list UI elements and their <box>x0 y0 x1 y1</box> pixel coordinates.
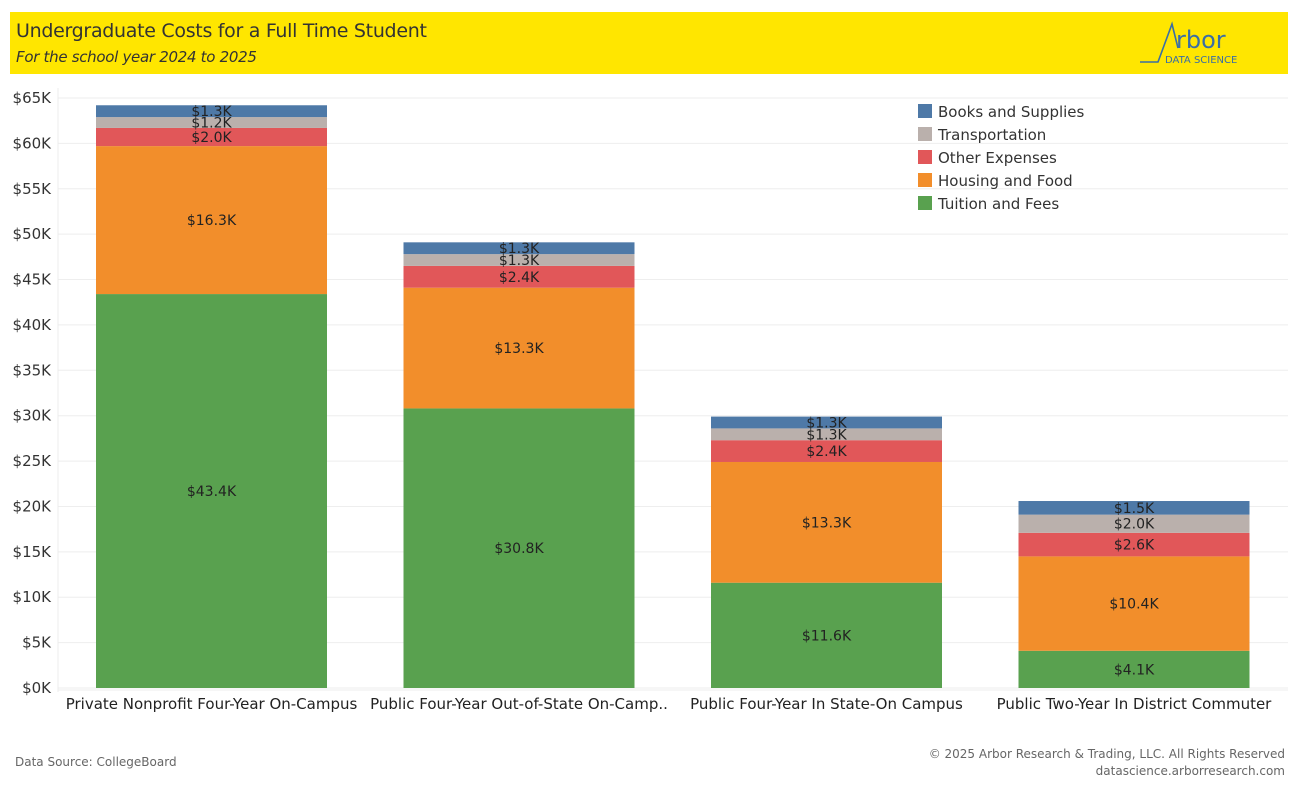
bar-segment <box>711 440 942 462</box>
legend-item: Books and Supplies <box>918 103 1085 121</box>
copyright-block: © 2025 Arbor Research & Trading, LLC. Al… <box>929 746 1285 780</box>
bars: $43.4K$16.3K$2.0K$1.2K$1.3K$30.8K$13.3K$… <box>96 104 1250 688</box>
x-tick-label: Public Four-Year In State-On Campus <box>690 695 963 713</box>
y-tick-label: $65K <box>13 89 53 107</box>
y-tick-label: $0K <box>22 679 52 697</box>
bar-segment <box>96 117 327 128</box>
bar-segment <box>711 416 942 429</box>
data-label: $1.2K <box>191 116 232 132</box>
website-text: datascience.arborresearch.com <box>1095 764 1285 778</box>
data-label: $16.3K <box>187 213 237 229</box>
legend-label: Books and Supplies <box>938 103 1085 121</box>
page-subtitle: For the school year 2024 to 2025 <box>16 48 257 66</box>
data-label: $10.4K <box>1109 597 1159 613</box>
y-axis: $0K $5K $10K $15K $20K $25K $30K $35K $40K $45K $5… <box>13 88 59 697</box>
header-banner: Undergraduate Costs for a Full Time Stud… <box>10 12 1288 74</box>
logo-peak-icon <box>1140 21 1179 63</box>
y-tick-label: $25K <box>13 452 53 470</box>
y-tick-label: $55K <box>13 180 53 198</box>
bar-segment <box>96 105 327 118</box>
legend-label: Transportation <box>937 126 1046 144</box>
bar-segment <box>1018 514 1250 533</box>
legend-label: Tuition and Fees <box>937 195 1059 213</box>
y-tick-label: $10K <box>13 588 53 606</box>
data-label: $2.4K <box>806 444 847 460</box>
bar-segment <box>403 408 635 688</box>
bar-segment <box>711 582 942 688</box>
x-tick-label: Public Four-Year Out-of-State On-Camp.. <box>370 695 668 713</box>
y-tick-label: $40K <box>13 316 53 334</box>
x-axis: Private Nonprofit Four-Year On-Campus Pub… <box>58 689 1288 713</box>
copyright-text: © 2025 Arbor Research & Trading, LLC. Al… <box>928 747 1285 761</box>
bar-segment <box>1018 501 1250 515</box>
bar-segment <box>403 242 635 255</box>
data-label: $13.3K <box>494 341 544 357</box>
logo-subtext: DATA SCIENCE <box>1165 55 1237 66</box>
page-title: Undergraduate Costs for a Full Time Stud… <box>16 20 427 42</box>
bar-segment <box>711 461 942 583</box>
bar-segment <box>711 428 942 441</box>
data-label: $1.3K <box>806 416 847 432</box>
y-tick-label: $20K <box>13 497 53 515</box>
legend-label: Housing and Food <box>938 172 1073 190</box>
x-tick-label: Private Nonprofit Four-Year On-Campus <box>66 695 358 713</box>
data-label: $43.4K <box>187 484 237 500</box>
bar-segment <box>403 287 635 409</box>
bar-segment <box>403 254 635 266</box>
bar-stack: $30.8K$13.3K$2.4K$1.3K$1.3K <box>403 241 635 688</box>
legend-item: Housing and Food <box>918 172 1073 190</box>
bar-stack: $43.4K $16.3K $2.0K$1.2K$1.3K <box>96 104 327 688</box>
legend: Books and Supplies Transportation Other Ex… <box>918 103 1085 213</box>
bar-segment <box>1018 556 1250 651</box>
bar-segment <box>403 265 635 288</box>
bar-segment <box>1018 532 1250 557</box>
bar-segment <box>96 146 327 295</box>
y-tick-label: $60K <box>13 134 53 152</box>
legend-item: Tuition and Fees <box>918 195 1059 213</box>
bar-stack: $11.6K$13.3K$2.4K$1.3K$1.3K <box>711 416 942 688</box>
data-label: $1.3K <box>499 253 540 269</box>
legend-swatch <box>918 150 932 164</box>
legend-swatch <box>918 104 932 118</box>
data-label: $2.0K <box>191 130 232 146</box>
bar-segment <box>96 127 327 147</box>
legend-swatch <box>918 173 932 187</box>
data-label: $1.5K <box>1114 501 1155 517</box>
y-tick-label: $15K <box>13 543 53 561</box>
data-label: $1.3K <box>499 241 540 257</box>
legend-item: Transportation <box>918 126 1046 144</box>
y-tick-label: $30K <box>13 407 53 425</box>
legend-swatch <box>918 196 932 210</box>
data-label: $30.8K <box>494 541 544 557</box>
data-label: $2.6K <box>1114 538 1155 554</box>
data-label: $1.3K <box>806 427 847 443</box>
y-tick-label: $45K <box>13 271 53 289</box>
bar-segment <box>1018 650 1250 688</box>
data-label: $4.1K <box>1114 662 1155 678</box>
data-label: $2.4K <box>499 270 540 286</box>
x-tick-label: Public Two-Year In District Commuter <box>997 695 1273 713</box>
data-label: $2.0K <box>1114 517 1155 533</box>
legend-swatch <box>918 127 932 141</box>
data-label: $1.3K <box>191 104 232 120</box>
data-label: $11.6K <box>802 628 852 644</box>
legend-item: Other Expenses <box>918 149 1057 167</box>
bar-segment <box>96 294 327 688</box>
bar-stack: $4.1K $10.4K $2.6K $2.0K$1.5K <box>1018 501 1250 688</box>
data-source: Data Source: CollegeBoard <box>15 755 177 769</box>
legend-label: Other Expenses <box>938 149 1057 167</box>
data-label: $13.3K <box>802 515 852 531</box>
arbor-logo: rbor DATA SCIENCE <box>1140 21 1237 66</box>
y-tick-label: $35K <box>13 361 53 379</box>
logo-text: rbor <box>1176 26 1226 54</box>
y-tick-label: $5K <box>22 634 52 652</box>
y-tick-label: $50K <box>13 225 53 243</box>
